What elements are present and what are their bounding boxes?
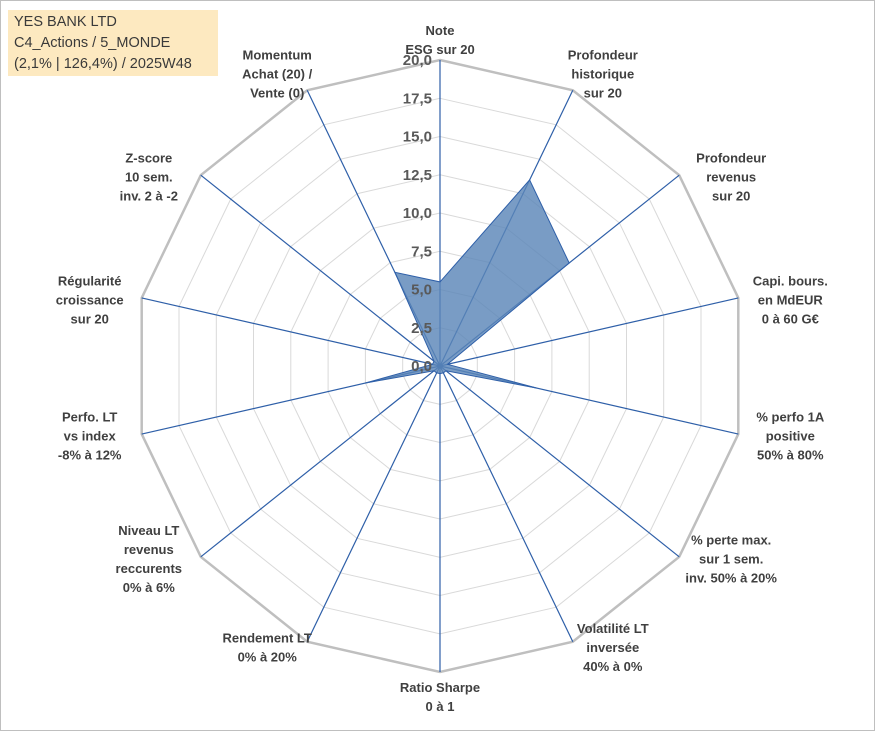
- label-layer: Note ESG sur 20 Profondeur historique sur 20…: [56, 23, 828, 714]
- axis-label-line: Perfo. LT: [62, 410, 117, 425]
- area-layer: [365, 179, 570, 389]
- axis-label-line: 0 à 60 G€: [762, 311, 819, 326]
- axis-label-line: 0% à 20%: [238, 650, 298, 665]
- axis-label-4: % perfo 1A positive 50% à 80%: [756, 410, 825, 463]
- tick-label: 17,5: [403, 90, 432, 107]
- axis-label-line: Achat (20) /: [242, 66, 312, 81]
- axis-label-11: Régularité croissance sur 20: [56, 273, 124, 326]
- axis-label-line: Régularité: [58, 273, 122, 288]
- tick-label: 0,0: [411, 358, 432, 375]
- axis-spoke: [439, 297, 739, 367]
- axis-label-line: Rendement LT: [223, 631, 312, 646]
- axis-label-line: 0 à 1: [426, 699, 455, 714]
- axis-label-5: % perte max. sur 1 sem. inv. 50% à 20%: [685, 532, 777, 585]
- axis-label-9: Niveau LT revenus reccurents 0% à 6%: [116, 523, 182, 595]
- title-box: YES BANK LTD C4_Actions / 5_MONDE (2,1% …: [8, 10, 218, 76]
- axis-label-line: 40% à 0%: [583, 659, 643, 674]
- axis-label-line: sur 20: [584, 85, 622, 100]
- axis-spoke: [306, 365, 441, 642]
- axis-label-line: reccurents: [116, 561, 182, 576]
- axis-spoke: [141, 297, 441, 367]
- tick-label: 20,0: [403, 52, 432, 69]
- axis-label-line: 0% à 6%: [123, 580, 175, 595]
- axis-label-line: croissance: [56, 292, 124, 307]
- axis-label-line: Capi. bours.: [753, 273, 828, 288]
- axis-label-line: Volatilité LT: [577, 621, 649, 636]
- tick-label: 12,5: [403, 167, 432, 184]
- tick-layer: 0,0 2,5 5,0 7,5 10,0 12,5 15,0 17,5 20,0: [403, 52, 432, 375]
- axis-label-line: positive: [766, 429, 815, 444]
- company-name: YES BANK LTD: [14, 14, 117, 30]
- tick-label: 2,5: [411, 320, 432, 337]
- axis-label-line: Z-score: [125, 151, 172, 166]
- axis-label-line: revenus: [124, 542, 174, 557]
- axis-label-line: inv. 2 à -2: [120, 189, 178, 204]
- data-series-area: [365, 179, 570, 389]
- axis-label-line: sur 1 sem.: [699, 551, 763, 566]
- axis-label-line: ESG sur 20: [405, 42, 474, 57]
- axis-spoke: [200, 174, 441, 367]
- category-line: C4_Actions / 5_MONDE: [14, 35, 171, 51]
- axis-label-line: 50% à 80%: [757, 448, 824, 463]
- axis-label-line: sur 20: [71, 311, 109, 326]
- axis-label-line: Note: [426, 23, 455, 38]
- axis-label-line: % perfo 1A: [756, 410, 825, 425]
- tick-label: 5,0: [411, 282, 432, 299]
- tick-label: 7,5: [411, 243, 432, 260]
- axis-label-3: Capi. bours. en MdEUR 0 à 60 G€: [753, 273, 828, 326]
- axis-label-line: -8% à 12%: [58, 448, 122, 463]
- axis-label-line: inversée: [586, 640, 639, 655]
- axis-label-line: en MdEUR: [758, 292, 824, 307]
- axis-label-line: Profondeur: [568, 47, 638, 62]
- axis-label-line: % perte max.: [691, 532, 771, 547]
- axis-label-line: historique: [571, 66, 634, 81]
- axis-label-line: sur 20: [712, 189, 750, 204]
- axis-label-8: Rendement LT 0% à 20%: [223, 631, 312, 665]
- axis-label-12: Z-score 10 sem. inv. 2 à -2: [120, 151, 178, 204]
- stats-line: (2,1% | 126,4%) / 2025W48: [14, 56, 192, 72]
- axis-label-10: Perfo. LT vs index -8% à 12%: [58, 410, 122, 463]
- axis-label-line: vs index: [64, 429, 117, 444]
- tick-label: 15,0: [403, 129, 432, 146]
- axis-label-6: Volatilité LT inversée 40% à 0%: [577, 621, 649, 674]
- axis-spoke: [439, 365, 574, 642]
- tick-label: 10,0: [403, 205, 432, 222]
- axis-label-line: 10 sem.: [125, 170, 173, 185]
- axis-label-line: inv. 50% à 20%: [685, 570, 777, 585]
- axis-label-0: Note ESG sur 20: [405, 23, 474, 57]
- axis-label-13: Momentum Achat (20) / Vente (0): [242, 47, 312, 100]
- axis-label-7: Ratio Sharpe 0 à 1: [400, 680, 480, 714]
- axis-label-line: revenus: [706, 170, 756, 185]
- axis-spoke: [200, 365, 441, 558]
- axis-label-line: Vente (0): [250, 85, 304, 100]
- axis-label-1: Profondeur historique sur 20: [568, 47, 638, 100]
- axis-label-line: Profondeur: [696, 151, 766, 166]
- axis-label-2: Profondeur revenus sur 20: [696, 151, 766, 204]
- axis-label-line: Momentum: [243, 47, 312, 62]
- axis-spoke: [439, 365, 680, 558]
- axis-label-line: Niveau LT: [118, 523, 179, 538]
- axis-label-line: Ratio Sharpe: [400, 680, 480, 695]
